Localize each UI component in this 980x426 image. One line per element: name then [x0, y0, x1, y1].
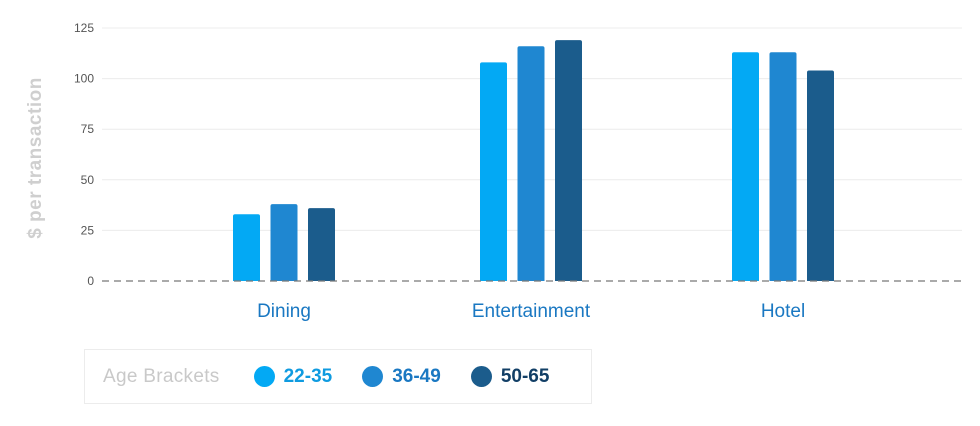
bar-hotel-22-35 — [732, 52, 759, 282]
bar-hotel-36-49 — [769, 52, 797, 282]
bar-dining-36-49 — [270, 204, 298, 281]
legend-label-50-65: 50-65 — [500, 365, 550, 387]
bar-dining-22-35 — [233, 214, 260, 281]
x-label-hotel: Hotel — [761, 301, 805, 322]
legend-swatch-50-65 — [470, 366, 492, 387]
x-category-labels: Dining Entertainment Hotel — [257, 301, 805, 322]
bar-entertainment-50-65 — [555, 40, 582, 282]
legend-label-22-35: 22-35 — [283, 365, 333, 387]
x-label-entertainment: Entertainment — [472, 301, 591, 322]
x-label-dining: Dining — [257, 301, 311, 322]
legend-title: Age Brackets — [103, 365, 220, 387]
bar-entertainment-22-35 — [480, 62, 507, 281]
y-tick-label: 50 — [81, 173, 95, 187]
bar-dining-50-65 — [308, 208, 335, 281]
bar-chart: $ per transaction 0 25 50 75 100 125 Dining En… — [25, 21, 962, 322]
y-tick-label: 125 — [74, 21, 94, 35]
y-tick-label: 75 — [81, 122, 95, 136]
y-tick-labels: 0 25 50 75 100 125 — [74, 21, 94, 288]
y-tick-label: 100 — [74, 72, 94, 86]
legend-swatch-36-49 — [362, 366, 384, 387]
legend-item-22-35: 22-35 — [253, 365, 333, 388]
legend-item-36-49: 36-49 — [362, 366, 441, 388]
bar-entertainment-36-49 — [517, 46, 545, 281]
y-tick-label: 0 — [87, 274, 94, 288]
legend-item-50-65: 50-65 — [470, 365, 550, 388]
legend-label-36-49: 36-49 — [392, 365, 441, 387]
legend: Age Brackets 22-35 36-49 50-65 — [84, 349, 592, 404]
bar-hotel-50-65 — [807, 70, 834, 281]
y-axis-title: $ per transaction — [25, 77, 46, 239]
y-tick-label: 25 — [81, 223, 95, 237]
bars — [233, 40, 834, 282]
legend-swatch-22-35 — [253, 366, 275, 387]
